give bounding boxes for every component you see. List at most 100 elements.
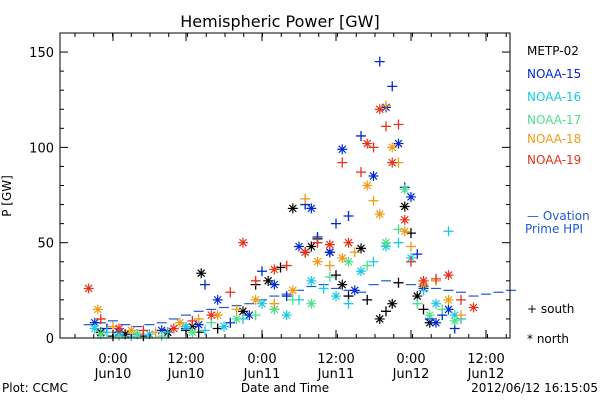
north-marker — [294, 241, 304, 252]
south-marker — [381, 121, 391, 132]
chart-title: Hemispheric Power [GW] — [180, 12, 379, 31]
south-marker — [281, 291, 292, 302]
legend-entry-noaa17: NOAA-17 — [527, 113, 581, 127]
south-marker — [356, 167, 366, 178]
legend: METP-02 NOAA-15 NOAA-16 NOAA-17 NOAA-18 … — [525, 44, 590, 346]
south-marker — [212, 323, 223, 334]
south-marker — [393, 119, 404, 130]
north-marker — [406, 191, 416, 202]
south-marker — [412, 298, 423, 309]
y-tick-label: 0 — [46, 332, 54, 347]
south-marker — [406, 241, 416, 252]
south-marker — [200, 325, 210, 336]
legend-entry-noaa18: NOAA-18 — [527, 132, 581, 146]
south-marker — [456, 294, 466, 305]
north-marker — [374, 313, 385, 324]
north-marker — [300, 247, 311, 258]
north-marker — [231, 313, 242, 324]
north-marker — [362, 180, 373, 191]
south-marker — [250, 310, 261, 321]
north-marker — [449, 310, 460, 321]
north-marker — [187, 321, 198, 332]
south-marker — [312, 237, 323, 248]
south-marker — [393, 224, 404, 235]
y-tick-label: 50 — [37, 237, 54, 252]
north-marker — [287, 203, 298, 214]
south-marker — [162, 327, 173, 338]
south-marker — [300, 193, 311, 204]
north-marker — [374, 209, 385, 220]
north-marker — [412, 291, 423, 302]
north-marker — [306, 275, 317, 286]
x-tick-time-label: 0:00 — [98, 352, 127, 367]
north-marker — [238, 306, 248, 317]
south-marker — [412, 249, 423, 260]
x-tick-date-label: Jun11 — [243, 367, 281, 382]
north-marker — [114, 323, 125, 334]
north-marker — [156, 325, 167, 336]
scatter-points — [83, 56, 479, 342]
legend-entry-noaa19: NOAA-19 — [527, 153, 581, 167]
north-marker — [287, 285, 298, 296]
north-marker — [424, 310, 435, 321]
north-marker — [343, 256, 354, 267]
south-marker — [362, 294, 373, 305]
south-marker — [374, 56, 385, 67]
north-marker — [306, 203, 317, 214]
north-marker — [368, 170, 379, 181]
north-marker — [356, 243, 366, 254]
south-marker — [318, 283, 329, 294]
north-marker — [187, 327, 198, 338]
north-marker — [337, 144, 348, 155]
south-marker — [418, 304, 429, 315]
x-tick-date-label: Jun10 — [167, 367, 205, 382]
y-axis-label: P [GW] — [0, 175, 14, 217]
north-marker — [306, 241, 317, 252]
x-tick-time-label: 12:00 — [467, 352, 504, 367]
north-marker — [120, 329, 131, 340]
north-marker — [193, 319, 204, 330]
north-marker — [126, 325, 137, 336]
north-marker — [393, 138, 404, 149]
south-marker — [324, 272, 335, 282]
legend-south: + south — [527, 302, 574, 316]
south-marker — [406, 256, 416, 267]
north-marker — [238, 237, 248, 248]
north-marker — [387, 298, 398, 309]
south-marker — [331, 218, 341, 229]
north-marker — [257, 298, 267, 309]
legend-entry-noaa15: NOAA-15 — [527, 67, 581, 81]
south-marker — [343, 211, 354, 221]
south-marker — [349, 247, 360, 258]
x-tick-time-label: 0:00 — [396, 352, 425, 367]
north-marker — [337, 279, 348, 290]
south-marker — [368, 195, 379, 206]
north-marker — [431, 317, 441, 328]
north-marker — [349, 285, 360, 296]
north-marker — [89, 317, 100, 328]
north-marker — [312, 256, 323, 267]
north-marker — [399, 226, 410, 237]
south-marker — [368, 142, 379, 153]
north-marker — [399, 201, 410, 212]
north-marker — [381, 237, 391, 248]
south-marker — [393, 237, 404, 248]
north-marker — [331, 291, 341, 302]
footer-right: 2012/06/12 16:15:05 — [471, 381, 598, 395]
north-marker — [269, 304, 280, 315]
north-marker — [306, 298, 317, 309]
north-marker — [83, 283, 94, 294]
south-marker — [362, 260, 373, 271]
south-marker — [393, 277, 404, 288]
south-marker — [387, 81, 398, 92]
south-marker — [324, 260, 335, 271]
south-marker — [275, 262, 286, 273]
axes: 0501001500:00Jun1012:00Jun100:00Jun1112:… — [29, 32, 511, 382]
legend-ovation-line1: — Ovation — [527, 209, 590, 223]
y-tick-label: 150 — [29, 46, 54, 61]
north-marker — [418, 275, 429, 286]
south-marker — [231, 304, 242, 315]
ovation-series — [83, 280, 516, 328]
north-marker — [399, 184, 410, 195]
